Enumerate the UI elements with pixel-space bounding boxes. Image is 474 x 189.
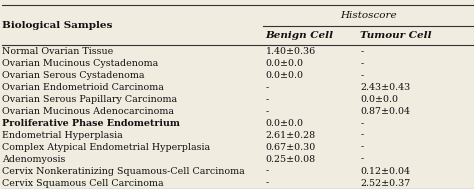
Text: -: - — [265, 83, 269, 92]
Text: Histoscore: Histoscore — [340, 11, 396, 20]
Text: -: - — [360, 143, 364, 152]
Text: Normal Ovarian Tissue: Normal Ovarian Tissue — [2, 47, 114, 56]
Text: 2.43±0.43: 2.43±0.43 — [360, 83, 410, 92]
Text: 0.0±0.0: 0.0±0.0 — [265, 59, 303, 68]
Text: -: - — [265, 95, 269, 104]
Text: 0.0±0.0: 0.0±0.0 — [360, 95, 398, 104]
Text: Tumour Cell: Tumour Cell — [360, 31, 432, 40]
Text: Ovarian Serous Papillary Carcinoma: Ovarian Serous Papillary Carcinoma — [2, 95, 177, 104]
Text: Proliferative Phase Endometrium: Proliferative Phase Endometrium — [2, 119, 180, 128]
Text: -: - — [360, 59, 364, 68]
Text: Ovarian Serous Cystadenoma: Ovarian Serous Cystadenoma — [2, 71, 145, 80]
Text: -: - — [360, 71, 364, 80]
Text: -: - — [360, 155, 364, 163]
Text: Cervix Squamous Cell Carcinoma: Cervix Squamous Cell Carcinoma — [2, 179, 164, 187]
Text: 0.12±0.04: 0.12±0.04 — [360, 167, 410, 176]
Text: -: - — [360, 119, 364, 128]
Text: -: - — [360, 131, 364, 140]
Text: 2.52±0.37: 2.52±0.37 — [360, 179, 410, 187]
Text: -: - — [360, 47, 364, 56]
Text: 2.61±0.28: 2.61±0.28 — [265, 131, 316, 140]
Text: 0.0±0.0: 0.0±0.0 — [265, 71, 303, 80]
Text: Cervix Nonkeratinizing Squamous-Cell Carcinoma: Cervix Nonkeratinizing Squamous-Cell Car… — [2, 167, 245, 176]
Text: Ovarian Mucinous Cystadenoma: Ovarian Mucinous Cystadenoma — [2, 59, 159, 68]
Text: 0.0±0.0: 0.0±0.0 — [265, 119, 303, 128]
Text: -: - — [265, 179, 269, 187]
Text: Endometrial Hyperplasia: Endometrial Hyperplasia — [2, 131, 123, 140]
Text: Ovarian Mucinous Adenocarcinoma: Ovarian Mucinous Adenocarcinoma — [2, 107, 174, 116]
Text: Adenomyosis: Adenomyosis — [2, 155, 66, 163]
Text: Complex Atypical Endometrial Hyperplasia: Complex Atypical Endometrial Hyperplasia — [2, 143, 210, 152]
Text: 0.25±0.08: 0.25±0.08 — [265, 155, 316, 163]
Text: 0.87±0.04: 0.87±0.04 — [360, 107, 410, 116]
Text: -: - — [265, 167, 269, 176]
Text: -: - — [265, 107, 269, 116]
Text: Ovarian Endometrioid Carcinoma: Ovarian Endometrioid Carcinoma — [2, 83, 164, 92]
Text: 0.67±0.30: 0.67±0.30 — [265, 143, 316, 152]
Text: 1.40±0.36: 1.40±0.36 — [265, 47, 316, 56]
Text: Biological Samples: Biological Samples — [2, 21, 113, 29]
Text: Benign Cell: Benign Cell — [265, 31, 334, 40]
